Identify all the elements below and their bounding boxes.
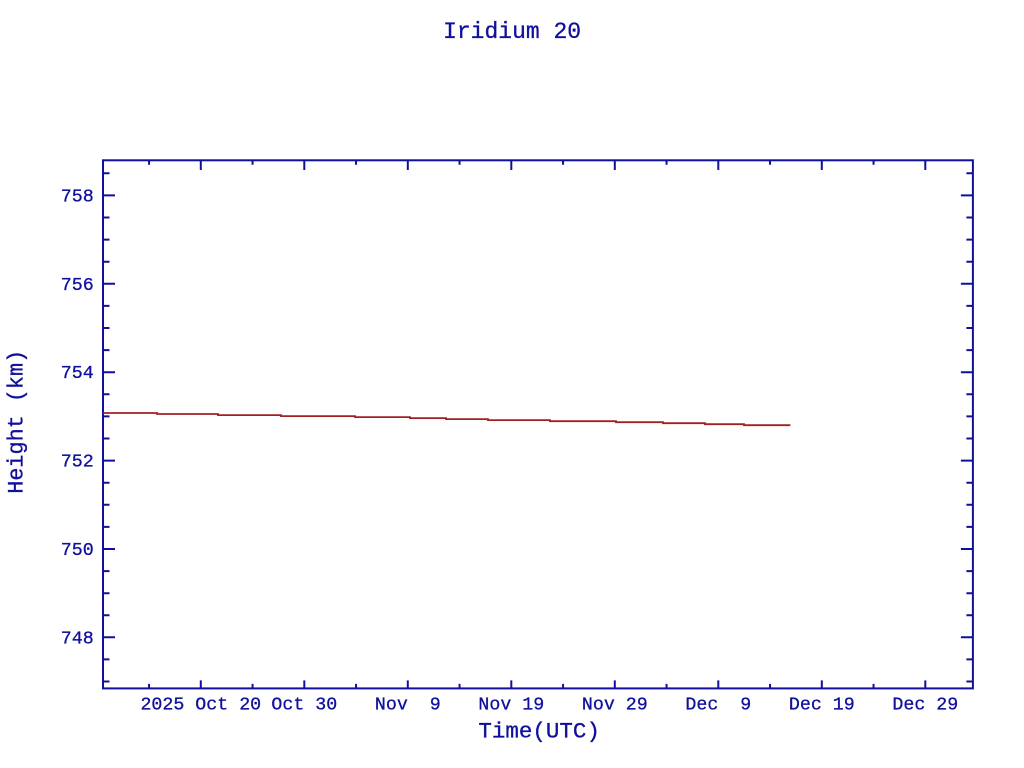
svg-text:Oct 30: Oct 30 xyxy=(271,696,337,716)
svg-text:Dec 19: Dec 19 xyxy=(789,696,855,716)
svg-text:Nov 19: Nov 19 xyxy=(478,696,544,716)
svg-text:754: 754 xyxy=(61,364,94,384)
svg-text:Iridium 20: Iridium 20 xyxy=(443,19,581,45)
svg-text:750: 750 xyxy=(61,541,94,561)
svg-text:Height (km): Height (km) xyxy=(4,350,29,494)
svg-text:Time(UTC): Time(UTC) xyxy=(478,719,600,745)
svg-text:Dec 29: Dec 29 xyxy=(892,696,958,716)
svg-text:752: 752 xyxy=(61,453,94,473)
svg-text:Nov 9: Nov 9 xyxy=(375,696,441,716)
svg-text:758: 758 xyxy=(61,187,94,207)
svg-text:Nov 29: Nov 29 xyxy=(582,696,648,716)
svg-text:Dec 9: Dec 9 xyxy=(685,696,751,716)
svg-text:748: 748 xyxy=(61,629,94,649)
svg-text:2025 Oct 20: 2025 Oct 20 xyxy=(140,696,261,716)
svg-text:756: 756 xyxy=(61,276,94,296)
